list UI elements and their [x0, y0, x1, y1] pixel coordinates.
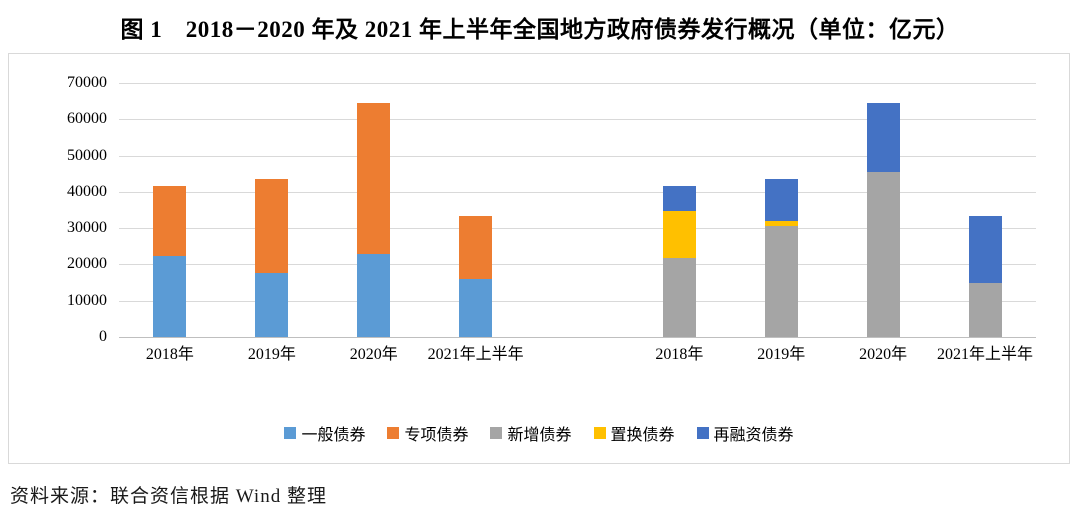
- y-axis-tick-label: 0: [99, 328, 107, 345]
- bar-segment: [255, 178, 289, 273]
- legend-swatch-icon: [490, 427, 503, 439]
- gridline: [119, 83, 1036, 84]
- legend-item: 置换债券: [593, 421, 675, 445]
- legend-swatch-icon: [696, 427, 709, 439]
- plot-area: 0 10000 20000 30000 40000 50000 60000 70000 2018…: [9, 54, 1069, 463]
- bar-segment: [357, 253, 391, 337]
- bar-segment: [968, 215, 1002, 284]
- bar-segment: [459, 278, 493, 337]
- bar-segment: [764, 226, 798, 337]
- bar-segment: [968, 283, 1002, 337]
- legend-label: 再融资债券: [713, 427, 794, 444]
- legend-item: 专项债券: [387, 421, 468, 445]
- gridline: [119, 228, 1036, 230]
- bar-segment: [764, 178, 798, 221]
- legend-label: 专项债券: [404, 427, 469, 444]
- x-axis-label: 2020年: [859, 346, 908, 363]
- legend-label: 一般债券: [301, 427, 366, 444]
- gridline: [119, 119, 1036, 121]
- x-axis-label: 2018年: [145, 346, 194, 363]
- bar-segment: [662, 258, 696, 337]
- x-axis-label: 2021年上半年: [937, 346, 1034, 363]
- y-axis-tick-label: 10000: [67, 291, 107, 309]
- gridline: [119, 264, 1036, 266]
- x-axis-label: 2021年上半年: [427, 346, 524, 363]
- bar-segment: [866, 103, 900, 172]
- bar-segment: [153, 185, 187, 257]
- chart-title: 图 1 2018－2020 年及 2021 年上半年全国地方政府债券发行概况（单…: [120, 17, 960, 42]
- x-axis-label: 2019年: [757, 346, 806, 363]
- bar-segment: [153, 256, 187, 337]
- legend-swatch-icon: [593, 427, 606, 439]
- x-axis-line: [119, 337, 1036, 338]
- bar-segment: [459, 215, 493, 279]
- y-axis-tick-label: 70000: [67, 74, 107, 91]
- legend-item: 新增债券: [490, 421, 572, 445]
- bar-segment: [357, 103, 391, 254]
- y-axis-tick-label: 40000: [67, 182, 107, 200]
- legend-item: 再融资债券: [696, 421, 794, 445]
- bar-segment: [764, 220, 798, 227]
- bar-segment: [662, 211, 696, 259]
- y-axis-tick-label: 20000: [67, 255, 107, 273]
- bar-segment: [662, 185, 696, 212]
- chart-area: 0 10000 20000 30000 40000 50000 60000 70000 2018…: [8, 53, 1070, 464]
- x-axis-label: 2019年: [247, 346, 296, 363]
- legend-item: 一般债券: [284, 421, 365, 445]
- source-note: 资料来源：联合资信根据 Wind 整理: [10, 486, 327, 507]
- y-axis-tick-label: 50000: [67, 146, 107, 164]
- gridline: [119, 155, 1036, 157]
- gridline: [119, 191, 1036, 193]
- x-axis-label: 2020年: [349, 346, 398, 363]
- chart-legend: 一般债券 专项债券 新增债券 置换债券 再融资债券: [9, 421, 1069, 445]
- y-axis-tick-label: 30000: [67, 219, 107, 237]
- bar-segment: [866, 171, 900, 337]
- gridline: [119, 300, 1036, 302]
- legend-label: 新增债券: [507, 427, 572, 444]
- bar-segment: [255, 272, 289, 337]
- x-axis-label: 2018年: [655, 346, 704, 363]
- legend-label: 置换债券: [610, 427, 675, 444]
- y-axis-tick-label: 60000: [67, 110, 107, 128]
- legend-swatch-icon: [387, 427, 400, 439]
- legend-swatch-icon: [284, 427, 297, 439]
